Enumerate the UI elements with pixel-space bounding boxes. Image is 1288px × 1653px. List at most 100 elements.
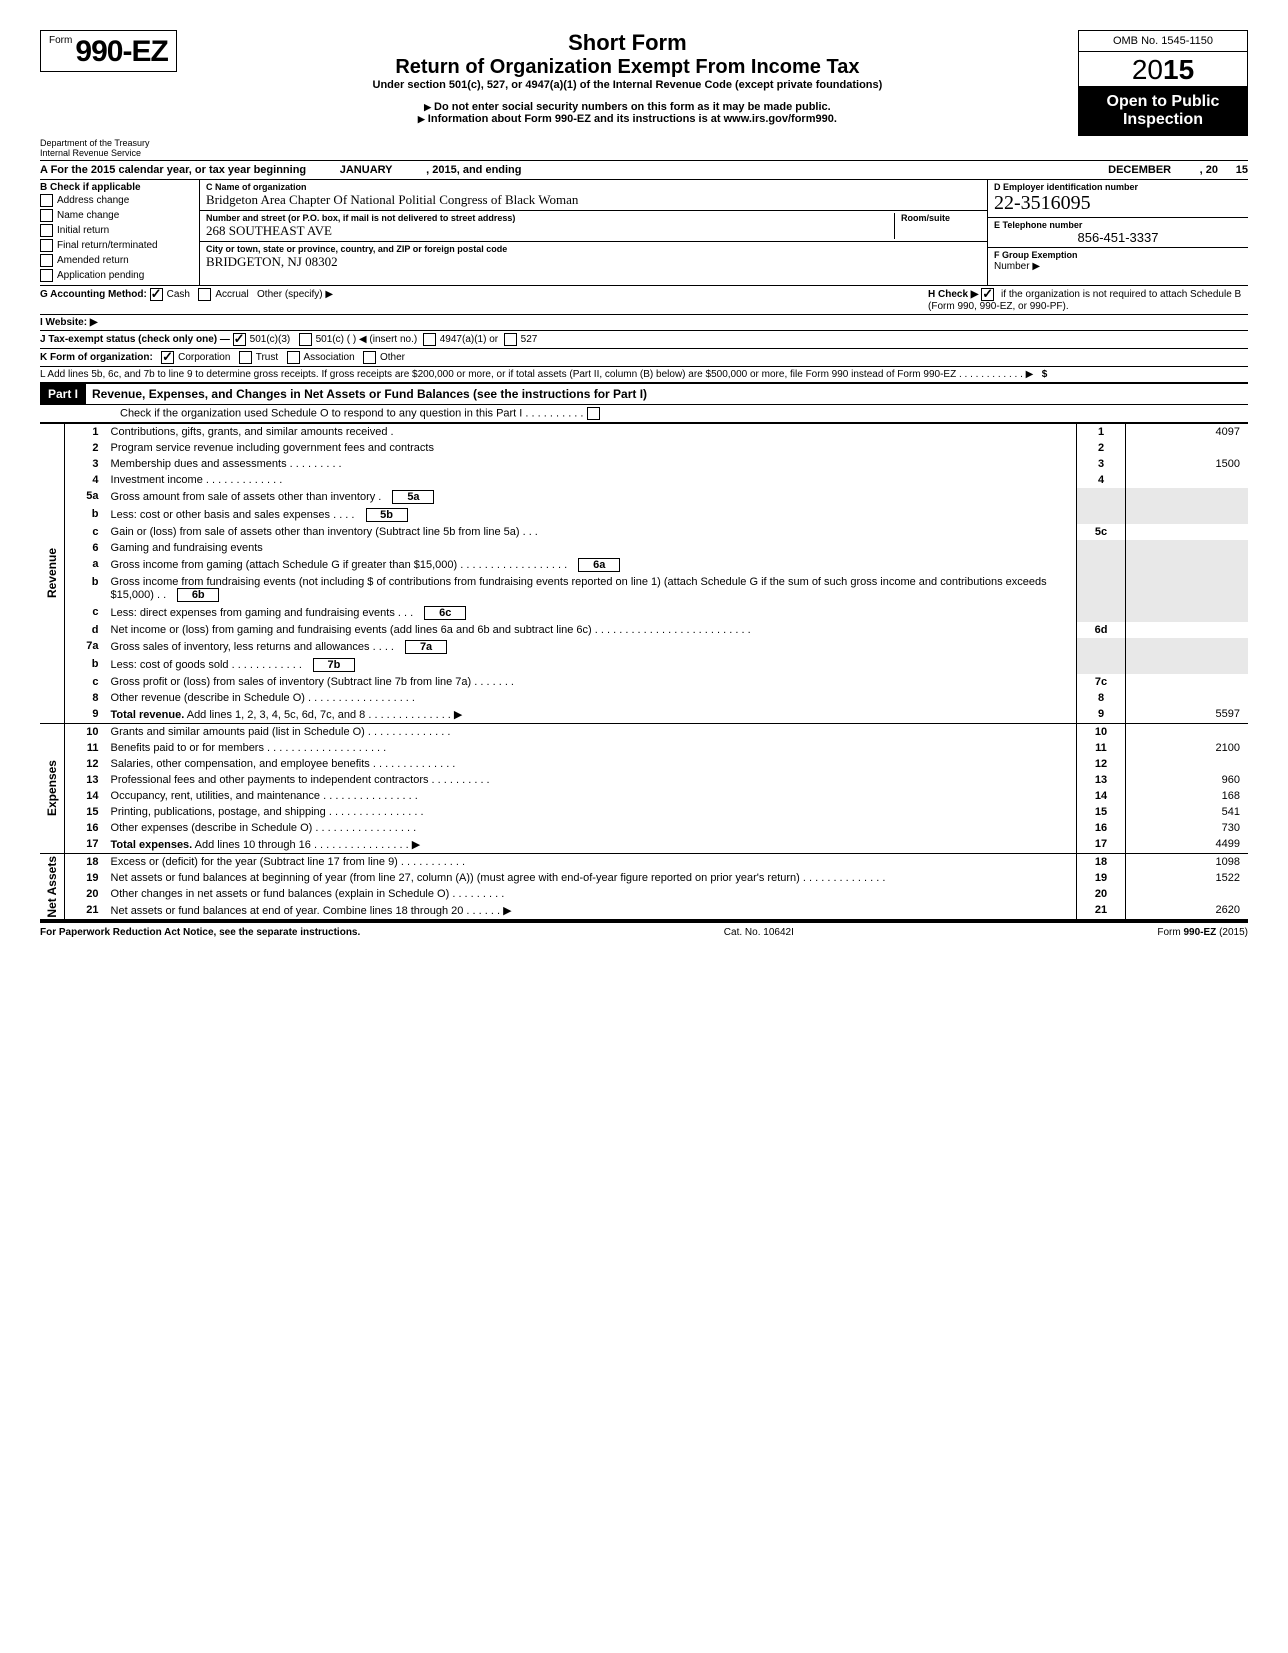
line-number: 14 xyxy=(65,788,107,804)
irs-label: Internal Revenue Service xyxy=(40,148,195,158)
header-right: OMB No. 1545-1150 2015 Open to Public In… xyxy=(1078,30,1248,136)
j-527: 527 xyxy=(521,334,538,345)
b-item-3: Final return/terminated xyxy=(57,240,158,251)
j-label: J Tax-exempt status (check only one) — xyxy=(40,334,230,345)
line-description: Gross income from gaming (attach Schedul… xyxy=(107,556,1077,574)
col-b-head: B Check if applicable xyxy=(40,182,195,193)
line-number: 18 xyxy=(65,854,107,870)
j-insert: ) ◀ (insert no.) xyxy=(353,334,417,345)
form-number: 990-EZ xyxy=(75,35,167,68)
under-section: Under section 501(c), 527, or 4947(a)(1)… xyxy=(187,79,1068,91)
line-k: K Form of organization: Corporation Trus… xyxy=(40,349,1248,367)
line-number: 1 xyxy=(65,424,107,440)
table-row: 12Salaries, other compensation, and empl… xyxy=(65,756,1248,772)
box-number: 16 xyxy=(1077,820,1126,836)
check-4947[interactable] xyxy=(423,333,436,346)
box-number: 2 xyxy=(1077,440,1126,456)
org-city: BRIDGETON, NJ 08302 xyxy=(206,254,981,270)
b-item-5: Application pending xyxy=(57,270,144,281)
city-label: City or town, state or province, country… xyxy=(206,244,981,254)
inner-box: 6b xyxy=(177,588,219,602)
check-amended[interactable] xyxy=(40,254,53,267)
line-description: Total revenue. Add lines 1, 2, 3, 4, 5c,… xyxy=(107,706,1077,723)
line-g: G Accounting Method: Cash Accrual Other … xyxy=(40,286,1248,315)
check-assoc[interactable] xyxy=(287,351,300,364)
check-initial-return[interactable] xyxy=(40,224,53,237)
table-row: cGain or (loss) from sale of assets othe… xyxy=(65,524,1248,540)
return-title: Return of Organization Exempt From Incom… xyxy=(187,56,1068,79)
check-cash[interactable] xyxy=(150,288,163,301)
box-number: 8 xyxy=(1077,690,1126,706)
line-number: 20 xyxy=(65,886,107,902)
check-schedule-o[interactable] xyxy=(587,407,600,420)
col-mid: C Name of organization Bridgeton Area Ch… xyxy=(200,180,987,285)
main-info-grid: B Check if applicable Address change Nam… xyxy=(40,180,1248,286)
amount-cell: 4097 xyxy=(1126,424,1249,440)
amount-cell xyxy=(1126,556,1249,574)
amount-cell: 4499 xyxy=(1126,836,1249,853)
line-j: J Tax-exempt status (check only one) — 5… xyxy=(40,331,1248,349)
table-row: bLess: cost of goods sold . . . . . . . … xyxy=(65,656,1248,674)
line-description: Other changes in net assets or fund bala… xyxy=(107,886,1077,902)
expenses-section: Expenses 10Grants and similar amounts pa… xyxy=(40,723,1248,853)
check-name-change[interactable] xyxy=(40,209,53,222)
line-a-left: A For the 2015 calendar year, or tax yea… xyxy=(40,164,306,176)
check-accrual[interactable] xyxy=(198,288,211,301)
amount-cell: 541 xyxy=(1126,804,1249,820)
c-label: C Name of organization xyxy=(206,182,981,192)
amount-cell xyxy=(1126,540,1249,556)
check-pending[interactable] xyxy=(40,269,53,282)
table-row: 5aGross amount from sale of assets other… xyxy=(65,488,1248,506)
box-number: 4 xyxy=(1077,472,1126,488)
amount-cell xyxy=(1126,574,1249,604)
form-header: Form 990-EZ Short Form Return of Organiz… xyxy=(40,30,1248,136)
table-row: 19Net assets or fund balances at beginni… xyxy=(65,870,1248,886)
g-accrual: Accrual xyxy=(215,289,248,300)
table-row: bGross income from fundraising events (n… xyxy=(65,574,1248,604)
check-trust[interactable] xyxy=(239,351,252,364)
box-number: 18 xyxy=(1077,854,1126,870)
box-number xyxy=(1077,656,1126,674)
box-number: 12 xyxy=(1077,756,1126,772)
line-description: Less: cost of goods sold . . . . . . . .… xyxy=(107,656,1077,674)
h-label: H Check ▶ xyxy=(928,289,978,300)
amount-cell: 5597 xyxy=(1126,706,1249,723)
inner-box: 7a xyxy=(405,640,447,654)
amount-cell: 1522 xyxy=(1126,870,1249,886)
check-527[interactable] xyxy=(504,333,517,346)
table-row: 4Investment income . . . . . . . . . . .… xyxy=(65,472,1248,488)
box-number: 15 xyxy=(1077,804,1126,820)
omb-number: OMB No. 1545-1150 xyxy=(1078,30,1248,52)
check-address-change[interactable] xyxy=(40,194,53,207)
netassets-table: 18Excess or (deficit) for the year (Subt… xyxy=(65,854,1248,919)
line-number: 21 xyxy=(65,902,107,919)
line-a-mid: , 2015, and ending xyxy=(426,164,521,176)
amount-cell xyxy=(1126,488,1249,506)
check-501c[interactable] xyxy=(299,333,312,346)
table-row: 13Professional fees and other payments t… xyxy=(65,772,1248,788)
org-name: Bridgeton Area Chapter Of National Polit… xyxy=(206,192,981,208)
line-description: Occupancy, rent, utilities, and maintena… xyxy=(107,788,1077,804)
check-other[interactable] xyxy=(363,351,376,364)
line-number: 4 xyxy=(65,472,107,488)
addr-label: Number and street (or P.O. box, if mail … xyxy=(206,213,894,223)
check-h[interactable] xyxy=(981,288,994,301)
line-number: 2 xyxy=(65,440,107,456)
table-row: 21Net assets or fund balances at end of … xyxy=(65,902,1248,919)
table-row: 17Total expenses. Add lines 10 through 1… xyxy=(65,836,1248,853)
g-cash: Cash xyxy=(167,289,190,300)
check-501c3[interactable] xyxy=(233,333,246,346)
j-c3: 501(c)(3) xyxy=(250,334,291,345)
dept-treasury: Department of the Treasury xyxy=(40,138,195,148)
part1-check-line: Check if the organization used Schedule … xyxy=(40,405,1248,423)
l-dollar: $ xyxy=(1042,369,1048,380)
check-final-return[interactable] xyxy=(40,239,53,252)
amount-cell xyxy=(1126,656,1249,674)
org-address: 268 SOUTHEAST AVE xyxy=(206,223,894,239)
amount-cell: 960 xyxy=(1126,772,1249,788)
d-label: D Employer identification number xyxy=(994,182,1242,192)
table-row: 8Other revenue (describe in Schedule O) … xyxy=(65,690,1248,706)
netassets-section: Net Assets 18Excess or (deficit) for the… xyxy=(40,853,1248,921)
check-corp[interactable] xyxy=(161,351,174,364)
line-description: Membership dues and assessments . . . . … xyxy=(107,456,1077,472)
